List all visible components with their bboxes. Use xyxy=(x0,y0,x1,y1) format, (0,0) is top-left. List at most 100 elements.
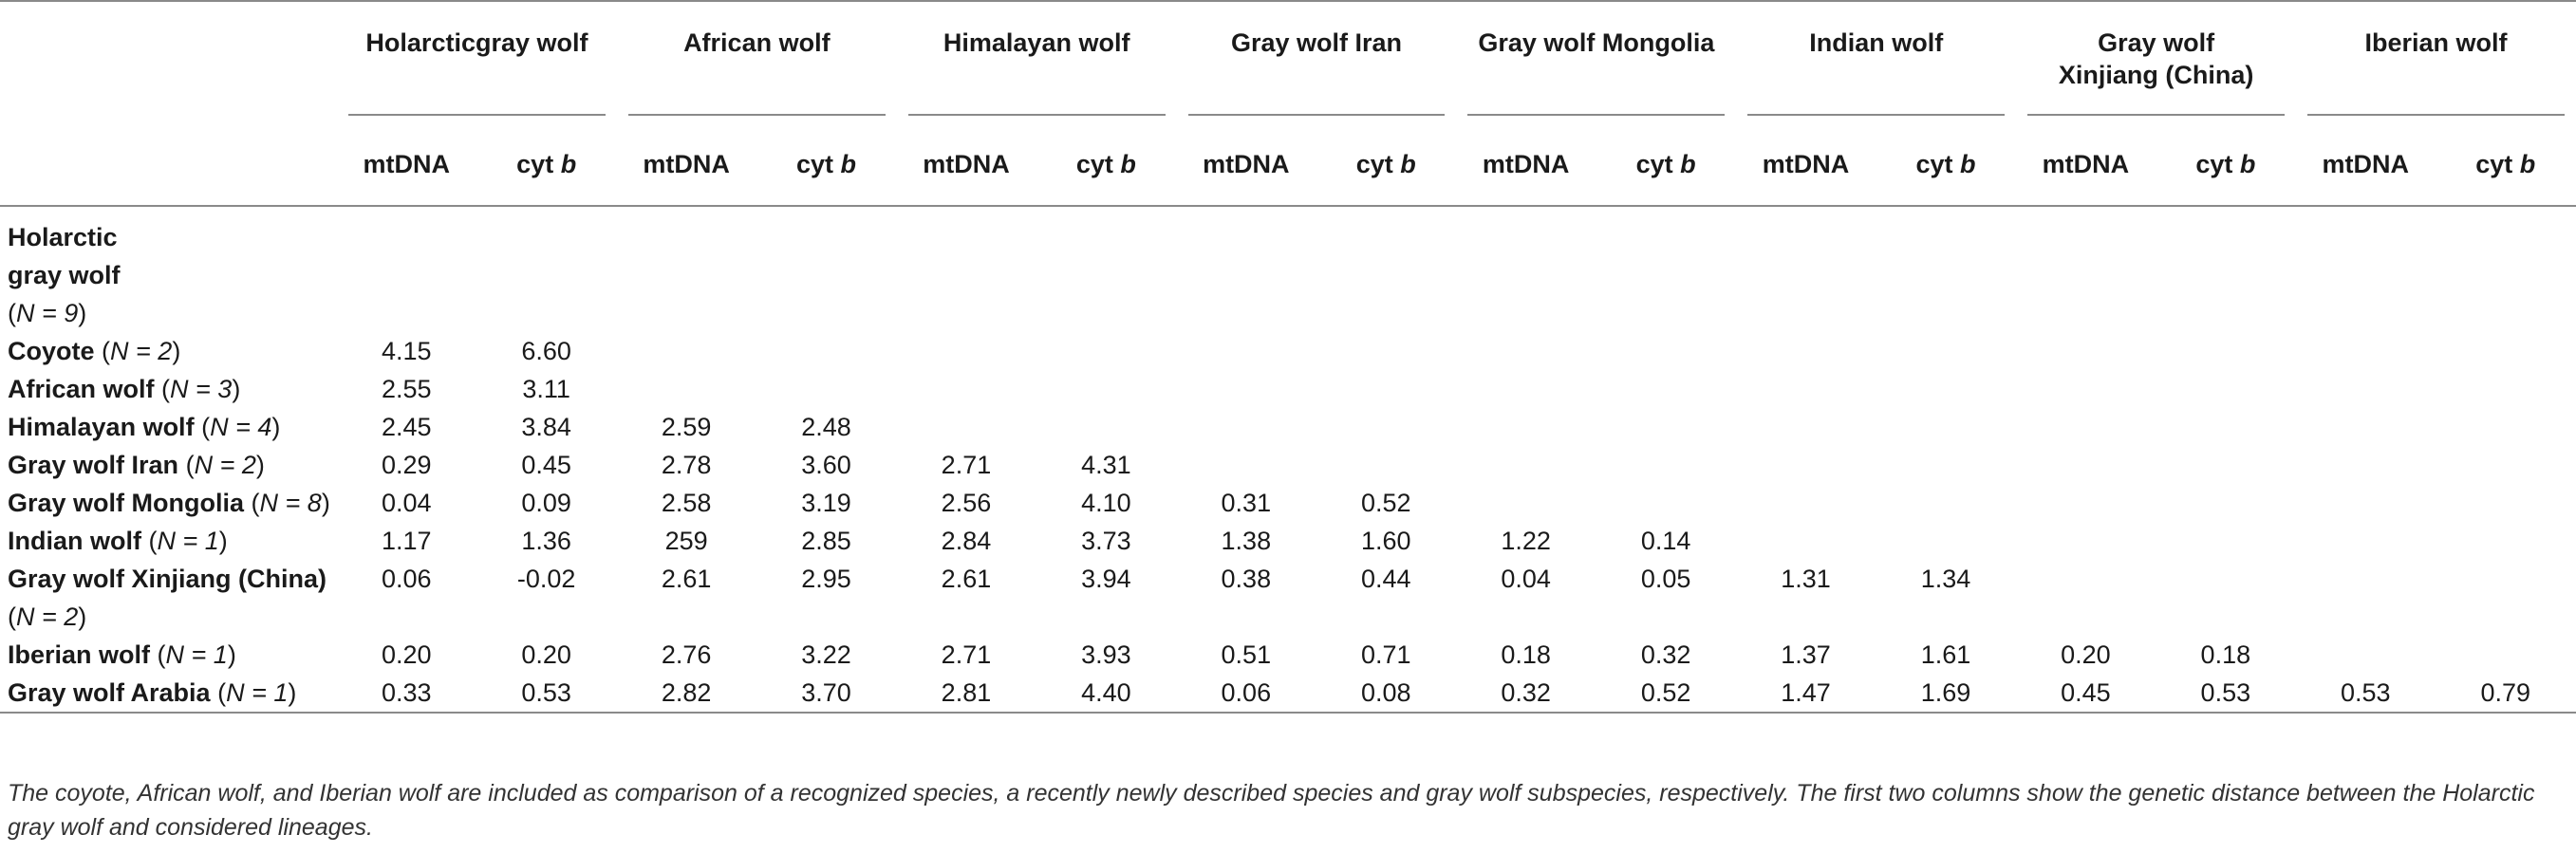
subheader-mtdna: mtDNA xyxy=(1762,149,1850,178)
distance-cell xyxy=(2156,370,2296,408)
column-group-header: Gray wolf Mongolia xyxy=(1456,2,1736,116)
distance-cell: 259 xyxy=(664,527,708,555)
distance-cell: 0.31 xyxy=(1221,489,1272,517)
distance-cell xyxy=(1036,408,1176,446)
distance-cell xyxy=(2435,636,2576,674)
subheader-cytb-prefix: cyt xyxy=(1915,149,1960,178)
distance-cell xyxy=(2435,522,2576,560)
distance-cell: 3.93 xyxy=(1081,640,1131,669)
distance-cell: 3.11 xyxy=(522,375,570,403)
table-row: Gray wolf Iran (N = 2) 0.29 0.45 2.78 3.60 2.… xyxy=(0,446,2576,484)
distance-cell xyxy=(1456,332,1595,370)
row-label: Holarctic gray wolf (N = 9) xyxy=(8,223,121,327)
distance-cell xyxy=(1456,484,1595,522)
subheader-cytb-italic: b xyxy=(1959,149,1976,178)
distance-cell xyxy=(2016,370,2155,408)
table-row: Indian wolf (N = 1) 1.17 1.36 259 2.85 2.84 3.… xyxy=(0,522,2576,560)
distance-cell xyxy=(1876,408,2016,446)
distance-cell: 0.38 xyxy=(1221,565,1272,593)
distance-cell: 0.06 xyxy=(381,565,432,593)
table-row: Gray wolf Xinjiang (China) (N = 2) 0.06 -0… xyxy=(0,560,2576,636)
distance-cell xyxy=(1736,522,1875,560)
subheader-mtdna: mtDNA xyxy=(2322,149,2410,178)
row-label: Himalayan wolf (N = 4) xyxy=(8,413,281,441)
genetic-distance-table: Holarcticgray wolf African wolf Himalayan … xyxy=(0,0,2576,714)
distance-cell xyxy=(2296,370,2435,408)
subheader-cytb-italic: b xyxy=(560,149,577,178)
subheader-cytb: cyt b xyxy=(1876,116,2016,206)
subheader-cytb-italic: b xyxy=(1680,149,1696,178)
subheader-cytb: cyt b xyxy=(2156,116,2296,206)
subheader-cytb-prefix: cyt xyxy=(2475,149,2520,178)
row-name: Coyote xyxy=(8,337,95,365)
column-group-header-row: Holarcticgray wolf African wolf Himalayan … xyxy=(0,2,2576,116)
row-label: Gray wolf Arabia (N = 1) xyxy=(8,678,297,707)
distance-cell: 1.36 xyxy=(521,527,571,555)
distance-cell: 0.71 xyxy=(1360,640,1411,669)
distance-cell: 2.55 xyxy=(381,375,432,403)
distance-cell xyxy=(897,207,1036,332)
distance-cell xyxy=(1177,332,1316,370)
distance-cell xyxy=(2296,484,2435,522)
row-sample-size: N = 8 xyxy=(259,489,322,517)
distance-cell: 0.53 xyxy=(2340,678,2391,707)
row-name: Iberian wolf xyxy=(8,640,151,669)
distance-cell: 1.34 xyxy=(1920,565,1971,593)
column-group-header: Gray wolf Iran xyxy=(1177,2,1457,116)
column-group-header: Himalayan wolf xyxy=(897,2,1177,116)
distance-cell xyxy=(1876,522,2016,560)
row-sample-size: N = 2 xyxy=(110,337,173,365)
table-row: African wolf (N = 3) 2.55 3.11 xyxy=(0,370,2576,408)
distance-cell xyxy=(1177,408,1316,446)
distance-cell xyxy=(2435,370,2576,408)
subheader-cytb: cyt b xyxy=(1596,116,1736,206)
distance-cell xyxy=(1876,332,2016,370)
row-name: Gray wolf Xinjiang (China) xyxy=(8,565,327,593)
group-underline xyxy=(1187,114,1446,116)
column-group-header: Indian wolf xyxy=(1736,2,2016,116)
distance-cell: 2.82 xyxy=(661,678,712,707)
distance-cell xyxy=(1456,207,1595,332)
distance-cell xyxy=(1736,370,1875,408)
distance-cell xyxy=(897,332,1036,370)
corner-cell-sub xyxy=(0,116,337,206)
row-name: Gray wolf Iran xyxy=(8,451,179,479)
distance-cell: 2.48 xyxy=(801,413,851,441)
column-group-header: Holarcticgray wolf xyxy=(337,2,617,116)
distance-cell xyxy=(2296,408,2435,446)
column-subheader-row: mtDNA cyt b mtDNA cyt b mtDNA cyt b mtDNA cyt b… xyxy=(0,116,2576,206)
table-row: Iberian wolf (N = 1) 0.20 0.20 2.76 3.22 2.71… xyxy=(0,636,2576,674)
distance-cell: 2.76 xyxy=(661,640,712,669)
table-row: Holarctic gray wolf (N = 9) xyxy=(0,207,2576,332)
distance-cell xyxy=(2435,446,2576,484)
distance-cell: 0.29 xyxy=(381,451,432,479)
column-group-header: Gray wolf Xinjiang (China) xyxy=(2016,2,2296,116)
subheader-mtdna: mtDNA xyxy=(1482,149,1570,178)
row-sample-size: N = 2 xyxy=(194,451,256,479)
distance-cell xyxy=(897,370,1036,408)
row-label: Gray wolf Iran (N = 2) xyxy=(8,451,265,479)
distance-cell: 2.45 xyxy=(381,413,432,441)
group-underline xyxy=(1747,114,2006,116)
distance-cell: 1.60 xyxy=(1360,527,1411,555)
distance-cell xyxy=(1736,332,1875,370)
row-name: Indian wolf xyxy=(8,527,141,555)
distance-cell xyxy=(1177,370,1316,408)
row-sample-size: N = 9 xyxy=(16,299,79,327)
distance-cell: 2.61 xyxy=(941,565,992,593)
distance-cell xyxy=(897,408,1036,446)
distance-cell xyxy=(2156,207,2296,332)
row-label: Coyote (N = 2) xyxy=(8,337,181,365)
subheader-mtdna: mtDNA xyxy=(923,149,1010,178)
row-label: African wolf (N = 3) xyxy=(8,375,241,403)
subheader-cytb: cyt b xyxy=(756,116,896,206)
row-name: Himalayan wolf xyxy=(8,413,195,441)
distance-cell: 4.31 xyxy=(1081,451,1131,479)
distance-cell xyxy=(2435,484,2576,522)
distance-cell: 1.37 xyxy=(1781,640,1831,669)
row-sample-size: N = 1 xyxy=(157,527,219,555)
subheader-mtdna: mtDNA xyxy=(643,149,730,178)
distance-cell xyxy=(1596,408,1736,446)
distance-cell: 0.14 xyxy=(1640,527,1691,555)
